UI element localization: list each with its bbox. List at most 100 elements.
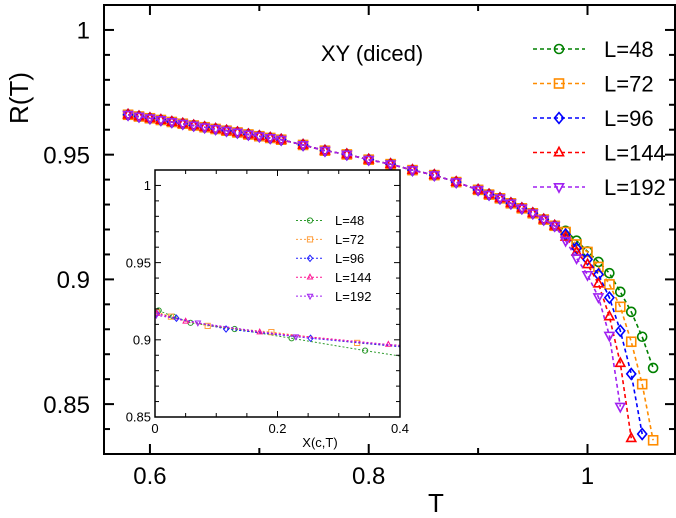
data-point-L=72 [204,322,211,330]
main-axes: 0.6 0.8 1 0.85 0.9 0.95 1 [43,4,676,490]
data-point-L=144 [362,152,375,164]
legend-label: L=96 [604,106,654,131]
data-point-L=144 [384,157,397,169]
legend-item-L=72: L=72 [533,71,654,96]
legend-item-L=96: L=96 [296,251,364,266]
data-point-L=48 [647,362,659,374]
data-point-L=96 [625,367,637,381]
data-point-L=192 [428,171,441,182]
data-point-L=192 [537,215,550,227]
data-point-L=192 [548,221,561,233]
data-point-L=192 [209,125,222,136]
data-point-L=72 [167,313,175,320]
legend-item-L=192: L=192 [533,175,666,200]
main-legend: L=48 L=72 L=96 L=144 L=192 [533,37,666,200]
y-axis-label: R(T) [4,72,34,124]
x-tick-label: 0.6 [133,463,166,490]
y-tick-label: 1 [77,18,90,45]
legend-marker-icon [306,236,314,243]
legend-marker-icon [553,43,565,55]
main-title: XY (diced) [321,41,423,66]
data-point-L=192 [133,112,145,124]
data-point-L=72 [571,239,582,250]
data-point-L=192 [198,123,211,135]
data-point-L=192 [292,334,300,341]
data-point-L=144 [516,201,528,213]
x-tick-label: 0 [151,421,158,436]
data-point-L=48 [625,306,637,318]
y-tick-label: 0.9 [57,267,90,294]
inset-legend: L=48 L=72 L=96 L=144 L=192 [296,213,372,304]
legend-item-L=48: L=48 [533,37,654,62]
data-point-L=192 [253,132,266,144]
legend-marker-icon [553,78,565,89]
data-point-L=192 [220,126,233,138]
data-point-L=192 [155,312,160,320]
inset-plot: 0 0.2 0.4 0.85 0.9 0.95 1 L=48 L=72 L=96 L=144 L=1… [126,169,409,450]
data-point-L=192 [603,331,616,343]
data-point-L=192 [570,254,583,266]
data-point-L=144 [122,107,134,119]
main-plot-marks [122,107,659,446]
data-point-L=192 [483,190,495,202]
data-point-L=144 [165,115,178,126]
y-tick-label: 0.85 [43,392,90,419]
data-point-L=192 [494,194,506,206]
legend-item-L=48: L=48 [296,213,364,228]
data-point-L=48 [361,347,369,354]
y-tick-label: 0.95 [43,142,90,169]
data-point-L=96 [173,314,180,323]
data-point-L=144 [592,276,605,288]
data-point-L=192 [450,178,463,189]
legend-marker-icon [306,217,314,224]
data-point-L=72 [625,336,637,348]
data-point-L=144 [548,218,561,230]
legend-marker-icon [553,183,565,194]
data-point-L=48 [615,286,626,298]
legend-item-L=72: L=72 [296,232,364,247]
legend-marker-icon [553,111,565,125]
x-tick-label: 1 [581,463,594,490]
data-point-L=192 [526,209,539,221]
data-point-L=192 [516,204,528,216]
legend-label: L=144 [604,140,666,165]
legend-label: L=72 [604,71,654,96]
data-point-L=192 [144,114,156,126]
data-point-L=144 [505,196,517,208]
data-point-L=72 [636,378,648,390]
y-tick-label: 0.85 [126,410,151,425]
data-point-L=48 [636,331,648,343]
data-point-L=144 [253,129,266,141]
legend-marker-icon [306,273,314,280]
x-tick-label: 0.2 [268,421,286,436]
inset-background [155,170,400,417]
legend-label: L=192 [335,289,372,304]
legend-item-L=144: L=144 [296,270,372,285]
series-line-L=192 [156,314,400,347]
data-point-L=192 [297,140,309,152]
legend-item-L=144: L=144 [533,140,666,165]
legend-marker-icon [306,293,314,301]
data-point-L=72 [647,434,659,446]
legend-item-L=96: L=96 [533,106,654,131]
data-point-L=144 [625,431,638,443]
data-point-L=144 [559,230,572,241]
data-point-L=144 [256,328,264,335]
data-point-L=144 [220,123,233,135]
data-point-L=192 [362,155,375,167]
data-point-L=192 [581,270,594,282]
legend-marker-icon [553,145,565,157]
data-point-L=192 [505,199,517,211]
data-point-L=192 [275,135,288,147]
data-point-L=144 [176,116,189,128]
legend-label: L=192 [604,175,666,200]
data-point-L=144 [384,340,392,347]
inset-x-axis-label: X(c,T) [302,435,337,450]
data-point-L=192 [155,116,167,127]
data-point-L=192 [242,130,255,142]
data-point-L=192 [165,118,178,129]
legend-label: L=48 [604,37,654,62]
data-point-L=192 [406,166,419,177]
data-point-L=192 [472,185,484,197]
